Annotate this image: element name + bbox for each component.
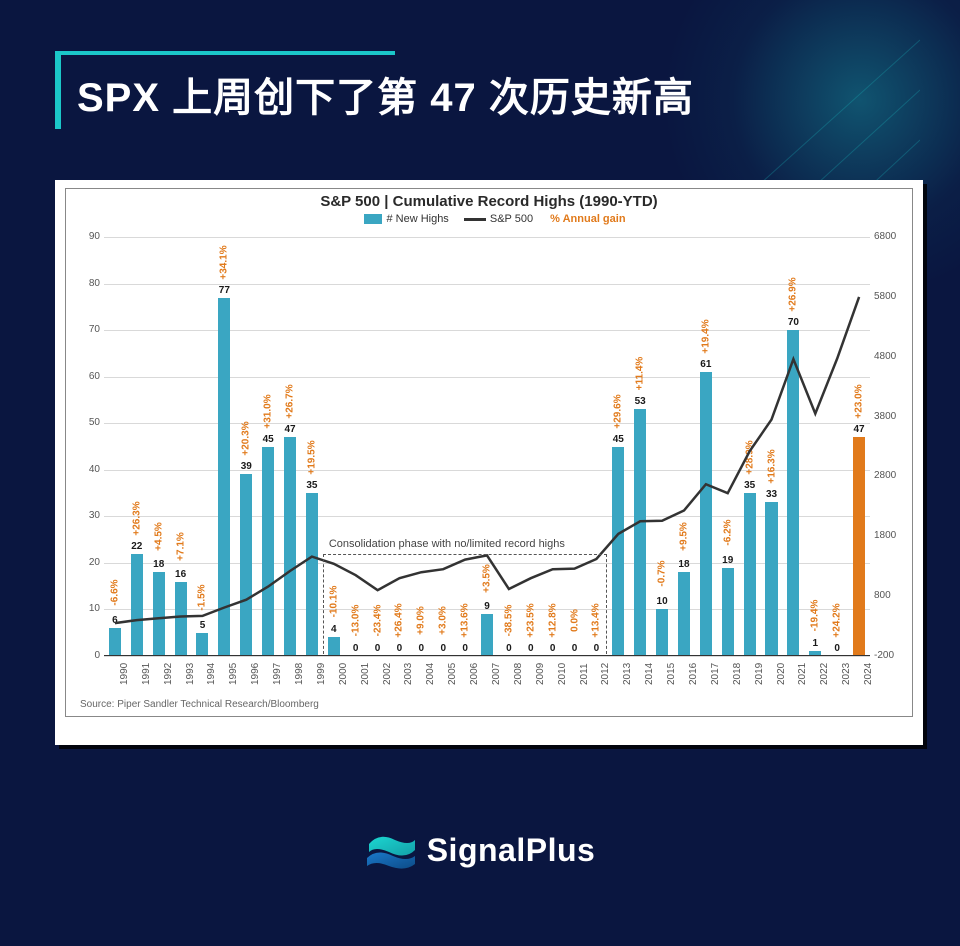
chart-card: S&P 500 | Cumulative Record Highs (1990-… (55, 180, 923, 745)
x-tick: 1992 (163, 663, 174, 685)
brand-name: SignalPlus (427, 832, 596, 869)
x-tick: 2011 (579, 663, 590, 685)
annotation-text: Consolidation phase with no/limited reco… (329, 538, 565, 550)
y-left-tick: 30 (89, 510, 104, 521)
x-tick: 2000 (338, 663, 349, 685)
chart-inner: S&P 500 | Cumulative Record Highs (1990-… (65, 188, 913, 717)
chart-plot-area: 0102030405060708090-20080018002800380048… (104, 237, 870, 656)
x-tick: 2019 (754, 663, 765, 685)
x-tick: 2015 (666, 663, 677, 685)
y-left-tick: 60 (89, 371, 104, 382)
x-tick: 2006 (469, 663, 480, 685)
y-left-tick: 50 (89, 417, 104, 428)
y-left-tick: 90 (89, 231, 104, 242)
x-tick: 2008 (513, 663, 524, 685)
x-tick: 1998 (294, 663, 305, 685)
y-left-tick: 0 (94, 650, 104, 661)
x-tick: 1997 (272, 663, 283, 685)
annotation-bracket (323, 554, 608, 654)
y-left-tick: 80 (89, 278, 104, 289)
y-right-tick: 4800 (870, 351, 896, 362)
chart-title: S&P 500 | Cumulative Record Highs (1990-… (66, 189, 912, 210)
legend-swatch-bars (364, 214, 382, 224)
y-right-tick: 3800 (870, 411, 896, 422)
x-tick: 2002 (382, 663, 393, 685)
x-tick: 2018 (732, 663, 743, 685)
x-tick: 2004 (425, 663, 436, 685)
y-right-tick: 5800 (870, 291, 896, 302)
legend-label-pct: % Annual gain (550, 213, 625, 225)
x-tick: 1990 (119, 663, 130, 685)
x-tick: 2016 (688, 663, 699, 685)
chart-legend: # New Highs S&P 500 % Annual gain (66, 210, 912, 227)
title-block: SPX 上周创下了第 47 次历史新高 (55, 65, 694, 123)
x-tick: 2007 (491, 663, 502, 685)
y-left-tick: 20 (89, 557, 104, 568)
x-tick: 2009 (535, 663, 546, 685)
x-tick: 2001 (360, 663, 371, 685)
x-tick: 2010 (557, 663, 568, 685)
x-tick: 2021 (797, 663, 808, 685)
x-tick: 1991 (141, 663, 152, 685)
title-accent-vertical (55, 51, 61, 129)
x-tick: 2012 (600, 663, 611, 685)
x-tick: 2003 (403, 663, 414, 685)
y-right-tick: 1800 (870, 530, 896, 541)
x-tick: 2017 (710, 663, 721, 685)
x-axis: 1990 1991 1992 1993 1994 1995 1996 1997 1998 1999… (104, 656, 870, 696)
x-tick: 1994 (206, 663, 217, 685)
x-tick: 2005 (447, 663, 458, 685)
y-left-tick: 40 (89, 464, 104, 475)
y-left-tick: 70 (89, 324, 104, 335)
footer: SignalPlus (0, 830, 960, 875)
chart-source: Source: Piper Sandler Technical Research… (80, 699, 319, 710)
x-tick: 2022 (819, 663, 830, 685)
y-right-tick: 6800 (870, 231, 896, 242)
x-tick: 1999 (316, 663, 327, 685)
x-tick: 2020 (776, 663, 787, 685)
y-right-tick: 800 (870, 590, 891, 601)
legend-label-bars: # New Highs (386, 213, 448, 225)
x-tick: 2024 (863, 663, 874, 685)
x-tick: 1995 (228, 663, 239, 685)
brand-logo-icon (365, 830, 417, 870)
x-tick: 2013 (622, 663, 633, 685)
x-tick: 2014 (644, 663, 655, 685)
page-title: SPX 上周创下了第 47 次历史新高 (77, 65, 694, 123)
legend-label-line: S&P 500 (490, 213, 533, 225)
x-tick: 1993 (185, 663, 196, 685)
x-tick: 1996 (250, 663, 261, 685)
y-right-tick: -200 (870, 650, 894, 661)
x-tick: 2023 (841, 663, 852, 685)
y-right-tick: 2800 (870, 470, 896, 481)
y-left-tick: 10 (89, 603, 104, 614)
legend-swatch-line (464, 218, 486, 221)
title-accent-horizontal (55, 51, 395, 55)
